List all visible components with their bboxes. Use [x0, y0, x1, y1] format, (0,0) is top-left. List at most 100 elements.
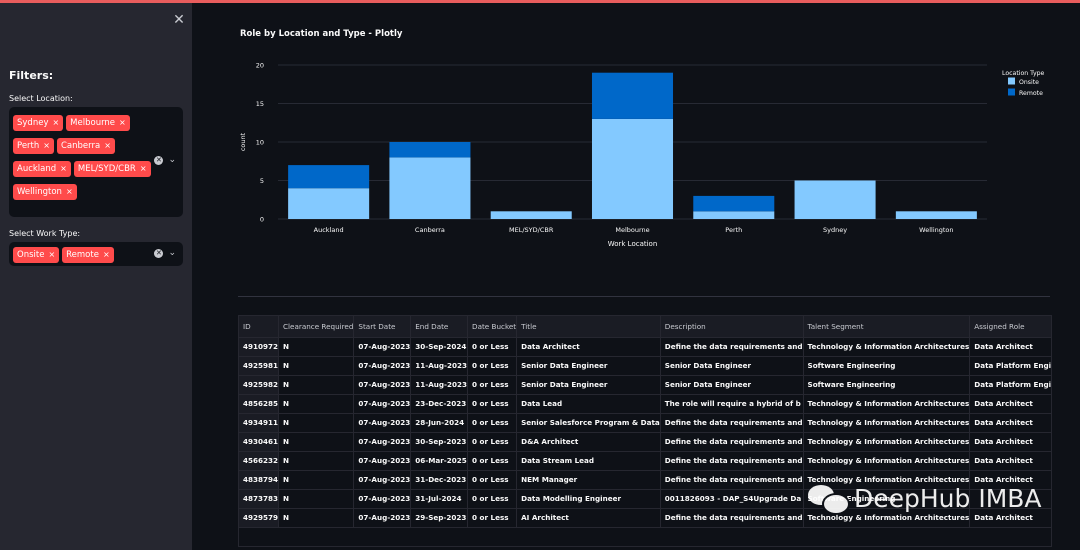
x-tick-label: Wellington: [919, 226, 953, 234]
tag-label: MEL/SYD/CBR: [77, 164, 136, 174]
remove-tag-icon[interactable]: ×: [52, 118, 60, 127]
section-divider: [238, 296, 1050, 297]
table-cell: 07-Aug-2023: [353, 375, 412, 395]
table-cell: 07-Aug-2023: [353, 470, 412, 490]
location-tag[interactable]: Canberra ×: [56, 138, 115, 154]
column-header[interactable]: Talent Segment: [803, 316, 971, 338]
table-cell: 11-Aug-2023: [410, 356, 469, 376]
work-type-multiselect[interactable]: Onsite × Remote × ✕ ⌄: [9, 242, 183, 266]
table-cell: Data Architect: [969, 451, 1051, 471]
table-cell: The role will require a hybrid of b: [660, 394, 804, 414]
location-multiselect[interactable]: Sydney × Melbourne ×Perth × Canberra ×Auckland…: [9, 107, 183, 217]
location-tag[interactable]: Auckland ×: [13, 161, 71, 177]
x-tick-label: Auckland: [314, 226, 344, 234]
table-row[interactable]: 4925982 N 07-Aug-2023 11-Aug-2023 0 or Less S…: [239, 375, 1051, 395]
column-header[interactable]: Description: [660, 316, 804, 338]
column-header[interactable]: End Date: [410, 316, 469, 338]
location-tag[interactable]: Wellington ×: [13, 184, 77, 200]
table-cell: N: [278, 489, 355, 509]
y-tick-label: 5: [260, 177, 264, 185]
table-cell: Software Engineering: [803, 356, 971, 376]
data-table[interactable]: ID Clearance Required Start Date End Date Da…: [238, 315, 1052, 547]
table-cell: 07-Aug-2023: [353, 356, 412, 376]
table-row[interactable]: 4873783 N 07-Aug-2023 31-Jul-2024 0 or Less D…: [239, 489, 1051, 509]
table-cell: Data Platform Engineer: [969, 375, 1051, 395]
table-cell: 07-Aug-2023: [353, 413, 412, 433]
table-cell: Define the data requirements and: [660, 337, 804, 357]
location-tag[interactable]: MEL/SYD/CBR ×: [73, 161, 151, 177]
column-header[interactable]: ID: [239, 316, 280, 338]
table-cell: Technology & Information Architectures: [803, 394, 971, 414]
remove-tag-icon[interactable]: ×: [104, 141, 111, 150]
table-cell: Define the data requirements and: [660, 451, 804, 471]
remove-tag-icon[interactable]: ×: [43, 141, 50, 150]
table-cell: 4929579: [239, 508, 280, 528]
column-header[interactable]: Title: [516, 316, 661, 338]
table-cell: 31-Dec-2023: [410, 470, 469, 490]
table-row[interactable]: 4925981 N 07-Aug-2023 11-Aug-2023 0 or Less S…: [239, 356, 1051, 376]
column-header[interactable]: Assigned Role: [969, 316, 1051, 338]
table-row[interactable]: 4566232 N 07-Aug-2023 06-Mar-2025 0 or Less D…: [239, 451, 1051, 471]
table-cell: 0 or Less: [467, 394, 518, 414]
bar-onsite: [591, 118, 674, 219]
table-cell: Data Architect: [969, 337, 1051, 357]
remove-tag-icon[interactable]: ×: [65, 187, 73, 196]
remove-tag-icon[interactable]: ×: [60, 164, 67, 173]
bar-remote: [288, 165, 370, 189]
location-tag[interactable]: Melbourne ×: [66, 115, 130, 131]
table-cell: 0 or Less: [467, 413, 518, 433]
table-cell: Technology & Information Architectures: [803, 451, 971, 471]
sidebar: ✕ Filters: Select Location: Sydney × Melbo…: [0, 3, 192, 550]
x-tick-label: Sydney: [823, 226, 847, 234]
table-row[interactable]: 4910972 N 07-Aug-2023 30-Sep-2024 0 or Less D…: [239, 337, 1051, 357]
work-type-tags: Onsite × Remote ×: [13, 242, 155, 265]
close-sidebar-button[interactable]: ✕: [171, 12, 187, 28]
stacked-bar-chart: 0 5 10 15 20 count Auckland Canberra MEL/SYD/CBR…: [239, 62, 1045, 249]
table-cell: N: [278, 394, 355, 414]
column-header[interactable]: Date Bucket: [467, 316, 518, 338]
table-cell: Senior Salesforce Program & Data: [516, 413, 661, 433]
y-tick-label: 20: [256, 62, 264, 70]
table-cell: 30-Sep-2024: [410, 337, 469, 357]
legend-swatch: [1008, 77, 1015, 85]
table-row[interactable]: 4930461 N 07-Aug-2023 30-Sep-2023 0 or Less D…: [239, 432, 1051, 452]
table-row[interactable]: 4838794 N 07-Aug-2023 31-Dec-2023 0 or Less N…: [239, 470, 1051, 490]
table-row[interactable]: 4934911 N 07-Aug-2023 28-Jun-2024 0 or Less S…: [239, 413, 1051, 433]
table-cell: 0 or Less: [467, 470, 518, 490]
location-tag[interactable]: Perth ×: [13, 138, 54, 154]
clear-work-type-icon[interactable]: ✕: [154, 249, 164, 258]
table-cell: 0 or Less: [467, 489, 518, 509]
top-accent-bar: [0, 0, 1080, 3]
remove-tag-icon[interactable]: ×: [119, 118, 126, 127]
work-type-tag[interactable]: Onsite ×: [13, 247, 60, 263]
table-row[interactable]: 4929579 N 07-Aug-2023 29-Sep-2023 0 or Less A…: [239, 508, 1051, 528]
table-cell: Data Modelling Engineer: [516, 489, 661, 509]
table-cell: 23-Dec-2023: [410, 394, 469, 414]
table-cell: 4934911: [239, 413, 280, 433]
table-cell: [969, 489, 1051, 509]
table-cell: Data Stream Lead: [516, 451, 661, 471]
bar-onsite: [389, 157, 471, 219]
column-header[interactable]: Clearance Required: [278, 316, 355, 338]
table-cell: Data Architect: [969, 413, 1051, 433]
table-cell: N: [278, 356, 355, 376]
table-cell: 0 or Less: [467, 337, 518, 357]
table-cell: 4910972: [239, 337, 280, 357]
remove-tag-icon[interactable]: ×: [102, 250, 110, 259]
remove-tag-icon[interactable]: ×: [139, 164, 147, 173]
table-row[interactable]: 4856285 N 07-Aug-2023 23-Dec-2023 0 or Less D…: [239, 394, 1051, 414]
location-tag[interactable]: Sydney ×: [13, 115, 64, 131]
column-header[interactable]: Start Date: [353, 316, 412, 338]
clear-location-icon[interactable]: ✕: [154, 156, 164, 165]
table-cell: 30-Sep-2023: [410, 432, 469, 452]
table-header-row: ID Clearance Required Start Date End Date Da…: [239, 316, 1051, 338]
bar-onsite: [693, 211, 775, 219]
chevron-down-icon[interactable]: ⌄: [168, 155, 176, 165]
bar-remote: [389, 142, 471, 158]
chevron-down-icon[interactable]: ⌄: [168, 248, 176, 258]
table-cell: AI Architect: [516, 508, 661, 528]
tag-label: Canberra: [60, 141, 101, 151]
work-type-tag[interactable]: Remote ×: [62, 247, 114, 263]
table-cell: N: [278, 508, 355, 528]
remove-tag-icon[interactable]: ×: [48, 250, 56, 259]
